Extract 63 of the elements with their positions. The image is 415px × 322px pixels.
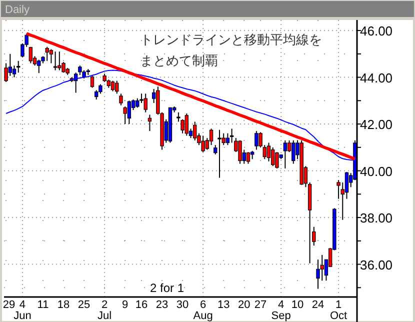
candlestick: [136, 98, 140, 108]
y-tick-label: 38.00: [360, 210, 393, 226]
x-tick-label: 6 Aug: [193, 299, 213, 322]
candlestick: [28, 46, 33, 64]
candlestick: [12, 65, 16, 78]
candlestick: [246, 152, 250, 164]
y-tick-label: 42.00: [360, 117, 393, 132]
candlestick: [37, 59, 41, 74]
x-tick-label: 9: [122, 299, 128, 311]
candlestick: [58, 51, 62, 71]
candlestick: [49, 48, 54, 64]
candlestick: [78, 65, 82, 76]
candlestick: [209, 128, 214, 146]
candlestick: [53, 51, 58, 71]
candlestick: [119, 93, 123, 106]
candlestick: [16, 60, 20, 74]
x-tick-label: 11: [37, 299, 49, 311]
x-tick-label: 1 Oct: [330, 299, 348, 322]
y-tick-label: 36.00: [360, 257, 393, 272]
candlestick: [271, 146, 275, 167]
x-tick-label: 4 Jun: [14, 299, 32, 322]
candlestick: [316, 259, 320, 290]
x-tick-label: 30: [176, 299, 189, 311]
candlestick: [218, 129, 222, 178]
x-tick-label: 2 Jul: [98, 299, 112, 322]
candlestick: [123, 106, 127, 125]
candlestick: [344, 171, 349, 200]
candlestick: [90, 74, 94, 88]
candlestick: [193, 121, 197, 141]
x-tick-label: 29: [2, 299, 16, 311]
candlestick: [110, 80, 115, 92]
annotation: 2 for 1: [150, 281, 184, 295]
candlestick: [144, 93, 148, 113]
candlestick: [184, 113, 188, 136]
candlestick: [45, 46, 49, 62]
candlestick: [127, 100, 132, 125]
candlestick: [94, 90, 98, 100]
x-tick-label: 10: [291, 299, 304, 311]
x-tick-label: 18: [57, 299, 70, 311]
candlestick: [292, 140, 296, 164]
candlestick: [115, 80, 119, 94]
x-tick-label: 25: [78, 299, 90, 311]
candlestick: [275, 152, 279, 169]
annotation: トレンドラインと移動平均線を: [140, 32, 322, 47]
x-tick-label: 16: [135, 299, 148, 311]
candlestick: [148, 114, 152, 132]
candlestick: [201, 135, 205, 153]
x-tick-label: 13: [217, 299, 230, 311]
annotation: まとめて制覇: [140, 53, 218, 68]
y-tick-label: 40.00: [360, 164, 393, 179]
chart-title: Daily: [5, 4, 30, 16]
x-tick-label: 20: [238, 299, 250, 311]
x-tick-label: 4 Sep: [271, 299, 291, 322]
candlestick: [254, 130, 258, 150]
candlestick: [266, 142, 271, 162]
x-tick-label: 27: [254, 299, 267, 311]
x-tick-label: 24: [312, 299, 324, 311]
candlestick: [283, 140, 288, 169]
candlestick: [226, 132, 230, 146]
x-tick-label: 23: [156, 299, 168, 311]
candlestick: [238, 140, 242, 164]
y-tick-label: 46.00: [360, 24, 393, 39]
y-tick-label: 44.00: [360, 70, 393, 86]
